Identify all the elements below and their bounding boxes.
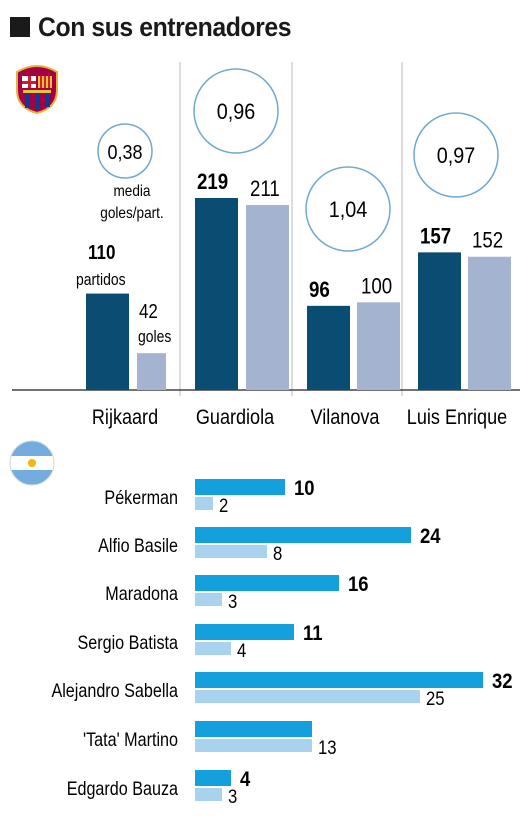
hvalue-goals-6: 3	[228, 786, 237, 807]
hbar-goals-2	[195, 593, 222, 606]
hbar-goals-3	[195, 642, 231, 655]
hvalue-goals-4: 25	[426, 688, 445, 709]
value-label-matches-1: 219	[197, 171, 228, 195]
argentina-chart: Pékerman 10 2 Alfio Basile 24 8 Maradona 16 3 Ser…	[51, 477, 512, 807]
hbar-matches-3	[195, 624, 294, 640]
hvalue-goals-0: 2	[219, 495, 228, 516]
hbar-goals-0	[195, 497, 213, 510]
hvalue-matches-0: 10	[294, 477, 315, 500]
row-label-3: Sergio Batista	[77, 632, 178, 654]
average-label-line1: media	[114, 183, 152, 200]
row-label-6: Edgardo Bauza	[67, 778, 178, 800]
value-label-goals-1: 211	[250, 178, 280, 202]
hvalue-goals-2: 3	[228, 591, 237, 612]
bar-matches-2	[307, 305, 350, 390]
hbar-goals-1	[195, 545, 267, 558]
value-label-goals-3: 152	[472, 229, 503, 253]
title-square-icon	[10, 17, 30, 37]
average-circle-3	[413, 112, 499, 198]
bar-matches-3	[418, 252, 461, 390]
category-label-3: Luis Enrique	[407, 406, 507, 430]
hvalue-matches-1: 24	[420, 525, 441, 548]
average-label-3: 0,97	[437, 144, 476, 168]
bar-goals-0	[137, 353, 166, 390]
average-label-1: 0,96	[217, 100, 256, 124]
bar-matches-1	[195, 198, 238, 390]
bar-matches-0	[86, 293, 129, 390]
hbar-matches-5	[195, 721, 312, 737]
matches-unit-label: partidos	[76, 271, 126, 290]
value-label-goals-0: 42	[139, 300, 158, 323]
hbar-matches-6	[195, 770, 231, 786]
category-label-2: Vilanova	[311, 406, 380, 430]
value-label-matches-0: 110	[88, 241, 115, 264]
hbar-goals-6	[195, 788, 222, 801]
average-circle-0	[97, 123, 153, 179]
bar-goals-3	[468, 256, 511, 390]
goals-unit-label: goles	[138, 328, 172, 347]
row-label-0: Pékerman	[104, 487, 178, 509]
row-label-5: 'Tata' Martino	[83, 729, 178, 751]
average-label-0: 0,38	[107, 142, 142, 164]
row-label-1: Alfio Basile	[98, 535, 178, 557]
hvalue-matches-6: 4	[240, 768, 250, 791]
page-title: Con sus entrenadores	[38, 11, 292, 42]
row-label-4: Alejandro Sabella	[51, 680, 178, 702]
argentina-flag-icon	[9, 440, 55, 486]
value-label-matches-3: 157	[420, 225, 451, 249]
row-label-2: Maradona	[105, 583, 178, 605]
hbar-goals-5	[195, 739, 312, 752]
title-row: Con sus entrenadores	[10, 10, 313, 44]
value-label-goals-2: 100	[361, 275, 392, 299]
average-circle-1	[193, 68, 279, 154]
hbar-matches-1	[195, 527, 411, 543]
bar-goals-1	[246, 205, 289, 390]
hbar-matches-2	[195, 575, 339, 591]
barca-chart: partidos goles media goles/part. 110 42 Ri…	[12, 62, 520, 429]
hbar-matches-4	[195, 672, 483, 688]
hbar-goals-4	[195, 690, 420, 703]
hvalue-goals-3: 4	[237, 640, 246, 661]
average-label-2: 1,04	[329, 198, 368, 222]
hvalue-goals-1: 8	[273, 543, 282, 564]
average-label-line2: goles/part.	[100, 205, 163, 222]
average-circle-2	[305, 166, 391, 252]
hvalue-matches-2: 16	[348, 573, 369, 596]
category-label-0: Rijkaard	[92, 406, 158, 430]
hvalue-goals-5: 13	[318, 737, 337, 758]
category-label-1: Guardiola	[196, 406, 274, 430]
bar-goals-2	[357, 302, 400, 390]
value-label-matches-2: 96	[309, 279, 330, 303]
hvalue-matches-4: 32	[492, 670, 513, 693]
fc-barcelona-crest-icon	[16, 65, 58, 115]
hbar-matches-0	[195, 479, 285, 495]
hvalue-matches-3: 11	[303, 622, 323, 645]
